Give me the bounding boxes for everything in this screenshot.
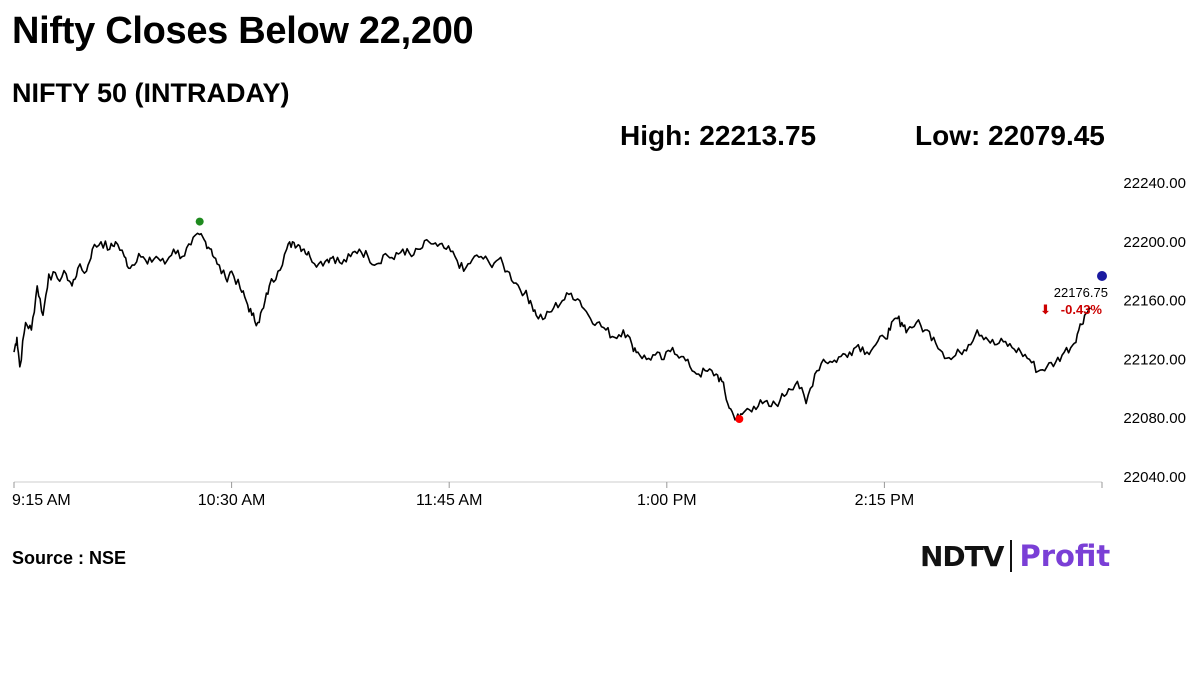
down-arrow-icon: ⬇ — [1040, 303, 1051, 318]
x-tick-label: 9:15 AM — [12, 492, 71, 509]
marker-layer: 22176.75⬇ -0.43% — [195, 217, 1108, 424]
last-price-marker — [1097, 270, 1107, 281]
series-layer — [13, 232, 1091, 421]
y-tick-label: 22240.00 — [1123, 175, 1186, 192]
y-axis: 22240.00 22200.00 22160.00 22120.00 22080.00… — [1123, 175, 1186, 486]
x-tick-label: 11:45 AM — [416, 492, 482, 509]
x-axis: 9:15 AM 10:30 AM 11:45 AM 1:00 PM 2:15 PM — [12, 481, 1103, 509]
x-tick-label: 1:00 PM — [637, 492, 697, 509]
last-value-label: 22176.75 — [1054, 285, 1108, 300]
logo-profit-text: Profit — [1019, 539, 1111, 573]
y-tick-label: 22160.00 — [1123, 293, 1186, 310]
ndtv-profit-logo: NDTV Profit — [920, 536, 1110, 576]
y-tick-label: 22040.00 — [1123, 469, 1186, 486]
low-value-label: Low: 22079.45 — [915, 120, 1105, 151]
x-tick-label: 10:30 AM — [198, 492, 266, 509]
y-tick-label: 22200.00 — [1123, 234, 1186, 251]
high-value-label: High: 22213.75 — [620, 120, 817, 151]
source-label: Source : NSE — [12, 548, 127, 568]
y-tick-label: 22080.00 — [1123, 410, 1186, 427]
low-marker — [735, 415, 744, 424]
x-tick-label: 2:15 PM — [855, 492, 915, 509]
logo-ndtv-text: NDTV — [920, 539, 1004, 573]
high-marker — [195, 217, 204, 226]
chart-subtitle: NIFTY 50 (INTRADAY) — [12, 78, 290, 108]
nifty-series-line — [13, 232, 1091, 421]
y-tick-label: 22120.00 — [1123, 351, 1186, 368]
change-percent-label: -0.43% — [1061, 302, 1103, 317]
logo-divider — [1010, 540, 1013, 572]
chart-title: Nifty Closes Below 22,200 — [12, 10, 474, 52]
